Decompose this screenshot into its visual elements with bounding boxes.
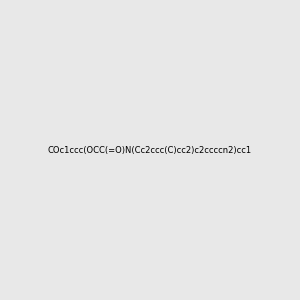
Text: COc1ccc(OCC(=O)N(Cc2ccc(C)cc2)c2ccccn2)cc1: COc1ccc(OCC(=O)N(Cc2ccc(C)cc2)c2ccccn2)c… <box>48 146 252 154</box>
